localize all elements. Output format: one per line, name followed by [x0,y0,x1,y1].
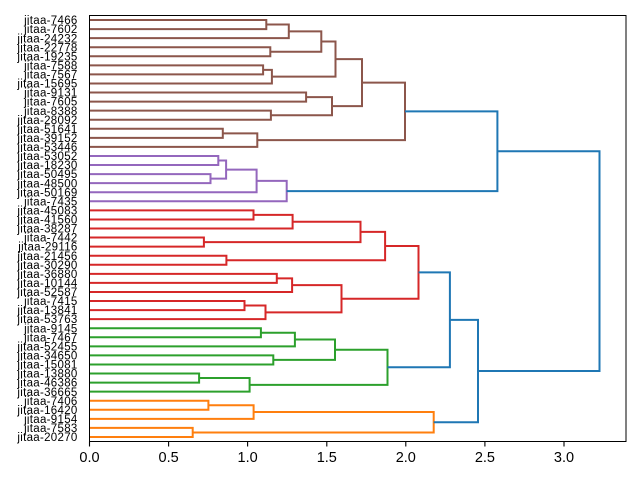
svg-text:jitaa-9154: jitaa-9154 [23,414,78,426]
svg-text:jitaa-13841: jitaa-13841 [16,305,77,317]
svg-text:jitaa-41560: jitaa-41560 [16,215,77,227]
svg-text:jitaa-18230: jitaa-18230 [16,160,77,172]
svg-text:jitaa-7415: jitaa-7415 [23,296,78,308]
svg-text:1.5: 1.5 [317,450,337,466]
svg-text:jitaa-15081: jitaa-15081 [16,360,77,372]
svg-text:jitaa-52455: jitaa-52455 [16,341,77,353]
svg-text:jitaa-36880: jitaa-36880 [16,269,77,281]
svg-text:jitaa-7567: jitaa-7567 [23,70,78,82]
svg-text:jitaa-7588: jitaa-7588 [23,60,78,72]
svg-text:jitaa-53446: jitaa-53446 [16,142,77,154]
svg-text:jitaa-46386: jitaa-46386 [16,378,77,390]
svg-text:jitaa-9145: jitaa-9145 [23,323,78,335]
svg-text:jitaa-36665: jitaa-36665 [16,387,77,399]
svg-text:jitaa-15695: jitaa-15695 [16,79,77,91]
svg-text:jitaa-51641: jitaa-51641 [16,124,77,136]
svg-text:jitaa-38287: jitaa-38287 [16,224,77,236]
svg-text:3.0: 3.0 [554,450,574,466]
svg-text:jitaa-7605: jitaa-7605 [23,97,78,109]
svg-text:jitaa-13880: jitaa-13880 [16,369,77,381]
svg-text:2.0: 2.0 [396,450,416,466]
svg-text:2.5: 2.5 [475,450,495,466]
svg-text:jitaa-7435: jitaa-7435 [23,196,78,208]
svg-text:jitaa-7467: jitaa-7467 [23,332,78,344]
svg-text:jitaa-39152: jitaa-39152 [16,133,77,145]
svg-text:jitaa-19235: jitaa-19235 [16,51,77,63]
svg-text:0.0: 0.0 [79,450,99,466]
svg-text:jitaa-16420: jitaa-16420 [16,405,77,417]
svg-text:jitaa-8388: jitaa-8388 [23,106,78,118]
svg-text:jitaa-21456: jitaa-21456 [16,251,77,263]
svg-text:jitaa-7406: jitaa-7406 [23,396,78,408]
svg-text:jitaa-24232: jitaa-24232 [16,33,77,45]
svg-text:jitaa-22778: jitaa-22778 [16,42,77,54]
svg-text:jitaa-45083: jitaa-45083 [16,205,77,217]
svg-text:jitaa-9131: jitaa-9131 [23,88,78,100]
svg-text:jitaa-29116: jitaa-29116 [17,242,77,254]
svg-text:jitaa-53763: jitaa-53763 [16,314,77,326]
svg-text:jitaa-7442: jitaa-7442 [23,233,78,245]
svg-text:1.0: 1.0 [238,450,258,466]
svg-text:jitaa-53052: jitaa-53052 [16,151,77,163]
svg-text:jitaa-7602: jitaa-7602 [23,24,78,36]
svg-text:jitaa-52587: jitaa-52587 [16,287,77,299]
svg-text:jitaa-34650: jitaa-34650 [16,350,77,362]
svg-text:jitaa-28092: jitaa-28092 [16,115,77,127]
svg-text:jitaa-20270: jitaa-20270 [16,432,77,444]
svg-text:jitaa-48500: jitaa-48500 [16,178,77,190]
svg-text:jitaa-50169: jitaa-50169 [16,187,77,199]
svg-text:jitaa-30290: jitaa-30290 [16,260,77,272]
svg-text:jitaa-50495: jitaa-50495 [16,169,77,181]
svg-text:jitaa-10144: jitaa-10144 [16,278,78,290]
svg-text:jitaa-7583: jitaa-7583 [23,423,78,435]
svg-text:jitaa-7466: jitaa-7466 [23,15,78,27]
svg-text:0.5: 0.5 [159,450,179,466]
